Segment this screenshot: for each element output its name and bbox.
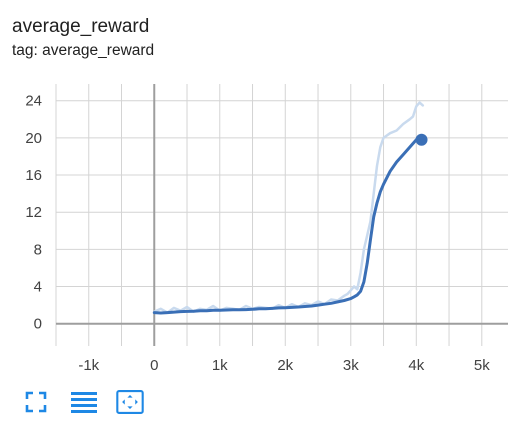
- fit-domain-button[interactable]: [116, 388, 144, 416]
- x-tick-label: -1k: [78, 357, 99, 374]
- x-tick-label: 0: [150, 357, 158, 374]
- y-tick-label: 12: [25, 204, 42, 221]
- chart-title: average_reward: [12, 16, 150, 37]
- tick-labels: -1k 0 1k 2k 3k 4k 5k 0 4 8 12 16 20 24: [25, 93, 490, 374]
- chart-tag: tag: average_reward: [12, 42, 155, 59]
- fullscreen-icon: [25, 391, 47, 413]
- series-end-point[interactable]: [415, 133, 428, 146]
- raw-series-line: [153, 101, 425, 314]
- toggle-log-scale-icon: [71, 392, 97, 413]
- y-tick-label: 16: [25, 167, 42, 184]
- x-tick-label: 4k: [408, 357, 424, 374]
- fit-domain-icon: [116, 390, 144, 414]
- x-tick-label: 1k: [212, 357, 228, 374]
- y-tick-label: 8: [34, 241, 42, 258]
- y-tick-label: 20: [25, 130, 42, 147]
- log-scale-button[interactable]: [70, 388, 98, 416]
- x-tick-label: 2k: [277, 357, 293, 374]
- fullscreen-button[interactable]: [22, 388, 50, 416]
- y-tick-label: 0: [34, 316, 42, 333]
- axes: [56, 84, 508, 346]
- series: [152, 101, 428, 315]
- x-tick-label: 3k: [343, 357, 359, 374]
- y-tick-label: 24: [25, 93, 42, 110]
- y-tick-label: 4: [34, 279, 42, 296]
- line-chart[interactable]: -1k 0 1k 2k 3k 4k 5k 0 4 8 12 16 20 24: [0, 0, 523, 385]
- smoothed-series-line: [152, 138, 425, 315]
- x-tick-label: 5k: [474, 357, 490, 374]
